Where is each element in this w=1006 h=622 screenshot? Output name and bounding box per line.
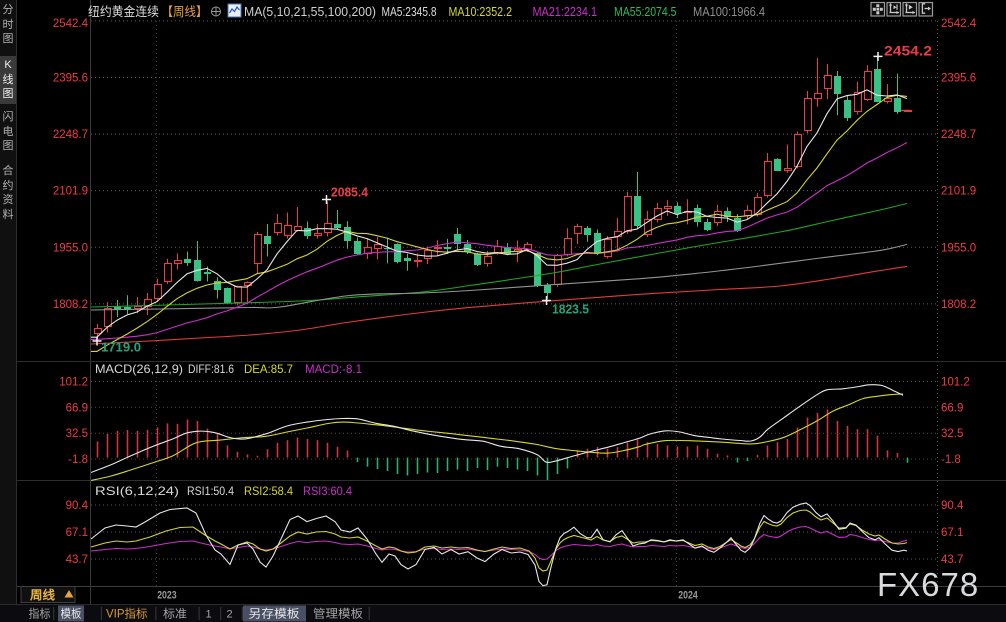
svg-text:90.4: 90.4 [941,500,964,512]
svg-text:2101.9: 2101.9 [53,186,88,198]
svg-text:1955.0: 1955.0 [941,242,976,254]
svg-text:43.7: 43.7 [66,554,88,566]
svg-text:MA21:2234.1: MA21:2234.1 [533,5,598,19]
svg-text:2248.7: 2248.7 [53,129,88,141]
svg-text:纽约黄金连续: 纽约黄金连续 [88,4,159,19]
svg-text:-1.8: -1.8 [68,454,88,466]
svg-text:67.1: 67.1 [941,527,963,539]
svg-text:DIFF:81.6: DIFF:81.6 [188,362,234,376]
svg-text:VIP指标: VIP指标 [106,607,148,621]
svg-text:另存模板: 另存模板 [249,607,301,621]
svg-text:MA10:2352.2: MA10:2352.2 [449,5,513,19]
svg-text:2024: 2024 [678,590,698,602]
svg-text:RSI1:50.4: RSI1:50.4 [187,484,234,498]
svg-text:周线: 周线 [30,587,55,602]
svg-text:1955.0: 1955.0 [53,242,88,254]
svg-text:101.2: 101.2 [59,377,88,389]
svg-text:32.5: 32.5 [941,428,963,440]
svg-text:1: 1 [206,609,212,621]
svg-text:RSI3:60.4: RSI3:60.4 [303,484,352,498]
svg-text:MACD(26,12,9): MACD(26,12,9) [95,362,183,376]
svg-text:MA100:1966.4: MA100:1966.4 [693,5,765,19]
svg-text:2542.4: 2542.4 [941,18,977,30]
svg-text:1823.5: 1823.5 [552,303,589,317]
svg-text:101.2: 101.2 [941,377,970,389]
svg-text:2395.6: 2395.6 [53,73,88,85]
svg-text:DEA:85.7: DEA:85.7 [244,362,293,376]
svg-text:2542.4: 2542.4 [53,18,89,30]
svg-text:2023: 2023 [157,590,177,602]
svg-text:2101.9: 2101.9 [941,186,976,198]
svg-text:模板: 模板 [61,607,82,621]
svg-text:FX678: FX678 [877,566,979,603]
svg-text:2454.2: 2454.2 [884,44,932,59]
svg-text:-1.8: -1.8 [941,454,961,466]
svg-text:2248.7: 2248.7 [941,129,976,141]
svg-text:RSI(6,12,24): RSI(6,12,24) [95,484,179,498]
svg-text:【周线】: 【周线】 [162,5,208,19]
svg-text:RSI2:58.4: RSI2:58.4 [244,484,293,498]
svg-text:66.9: 66.9 [941,402,963,414]
svg-text:66.9: 66.9 [66,402,88,414]
svg-text:67.1: 67.1 [66,527,88,539]
svg-text:MA(5,10,21,55,100,200): MA(5,10,21,55,100,200) [244,5,376,19]
svg-text:2085.4: 2085.4 [331,186,368,200]
svg-text:90.4: 90.4 [66,500,89,512]
svg-text:指标: 指标 [29,607,51,621]
svg-text:2395.6: 2395.6 [941,73,976,85]
svg-text:32.5: 32.5 [66,428,88,440]
svg-text:2: 2 [227,609,233,621]
svg-text:标准: 标准 [163,608,187,621]
svg-text:1808.2: 1808.2 [941,299,976,311]
svg-text:MACD:-8.1: MACD:-8.1 [305,362,362,376]
svg-text:MA55:2074.5: MA55:2074.5 [614,5,677,19]
svg-text:MA5:2345.8: MA5:2345.8 [382,5,437,19]
svg-text:1808.2: 1808.2 [53,299,88,311]
svg-text:管理模板: 管理模板 [313,607,364,621]
svg-text:43.7: 43.7 [941,554,963,566]
svg-text:1719.0: 1719.0 [101,341,141,355]
